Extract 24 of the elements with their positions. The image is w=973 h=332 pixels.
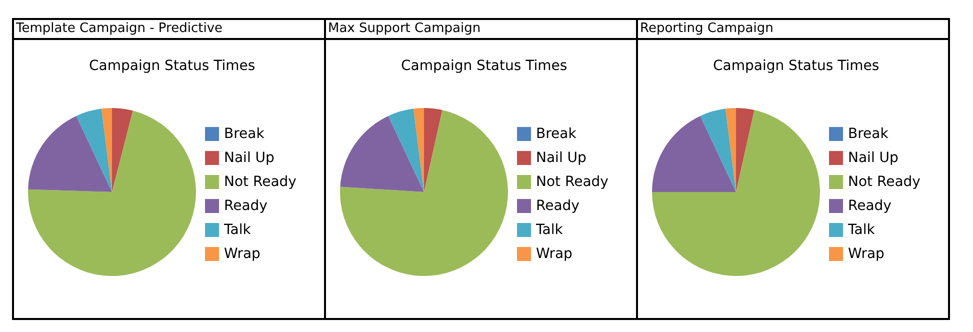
chart-subtitle: Campaign Status Times — [713, 58, 880, 74]
legend-label: Talk — [223, 222, 252, 238]
chart-title: Template Campaign - Predictive — [14, 20, 324, 40]
legend-label: Not Ready — [848, 174, 920, 190]
legend-label: Break — [848, 126, 890, 142]
legend-label: Talk — [847, 222, 876, 238]
chart-title: Max Support Campaign — [326, 20, 636, 40]
legend-label: Nail Up — [848, 150, 899, 166]
legend-label: Ready — [224, 198, 268, 214]
chart-title: Reporting Campaign — [638, 20, 950, 40]
legend-label: Ready — [848, 198, 892, 214]
chart-subtitle: Campaign Status Times — [401, 58, 568, 74]
legend-label: Break — [224, 126, 266, 142]
legend-label: Not Ready — [536, 174, 608, 190]
legend-label: Wrap — [536, 246, 573, 262]
legend-label: Ready — [536, 198, 580, 214]
legend-label: Wrap — [848, 246, 885, 262]
legend-label: Nail Up — [224, 150, 275, 166]
legend-label: Break — [536, 126, 578, 142]
legend-label: Not Ready — [224, 174, 296, 190]
legend-label: Wrap — [224, 246, 261, 262]
legend-label: Talk — [535, 222, 564, 238]
legend-label: Nail Up — [536, 150, 587, 166]
chart-subtitle: Campaign Status Times — [89, 58, 256, 74]
